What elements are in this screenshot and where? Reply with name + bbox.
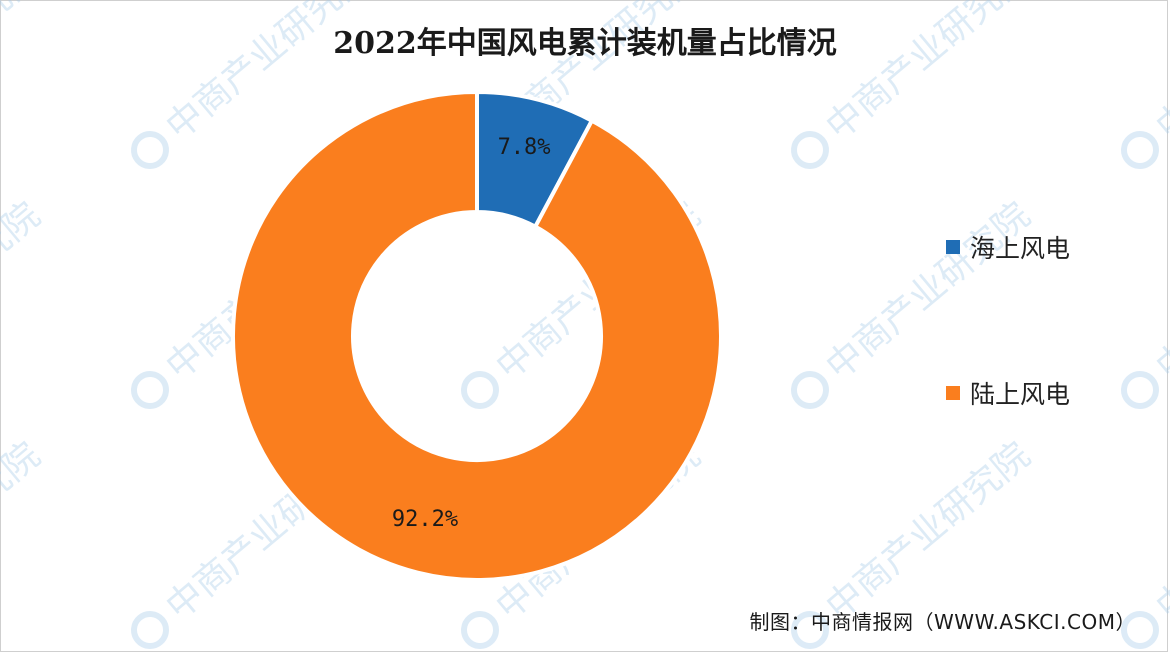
legend-swatch-onshore bbox=[946, 386, 960, 400]
legend-swatch-offshore bbox=[946, 240, 960, 254]
watermark-logo-icon bbox=[791, 611, 829, 649]
legend-label-offshore: 海上风电 bbox=[970, 234, 1071, 263]
watermark-logo-icon bbox=[131, 611, 169, 649]
watermark-logo-icon bbox=[1121, 131, 1159, 169]
chart-title: 2022年中国风电累计装机量占比情况 bbox=[333, 26, 837, 61]
watermark-logo-icon bbox=[131, 371, 169, 409]
watermark-logo-icon bbox=[791, 131, 829, 169]
watermark-logo-icon bbox=[461, 611, 499, 649]
legend: 海上风电 陆上风电 bbox=[946, 228, 1070, 520]
watermark-logo-icon bbox=[1121, 371, 1159, 409]
watermark-logo-icon bbox=[131, 131, 169, 169]
watermark-logo-icon bbox=[791, 371, 829, 409]
slice-onshore bbox=[231, 89, 723, 582]
legend-item-offshore: 海上风电 bbox=[946, 228, 1070, 266]
watermark-logo-icon bbox=[461, 371, 499, 409]
source-credit: 制图：中商情报网（WWW.ASKCI.COM） bbox=[749, 610, 1136, 634]
legend-label-onshore: 陆上风电 bbox=[970, 380, 1071, 409]
data-label-onshore: 92.2% bbox=[392, 507, 458, 532]
watermark-logo-icon bbox=[1121, 611, 1159, 649]
data-label-offshore: 7.8% bbox=[498, 135, 551, 160]
legend-item-onshore: 陆上风电 bbox=[946, 374, 1070, 412]
